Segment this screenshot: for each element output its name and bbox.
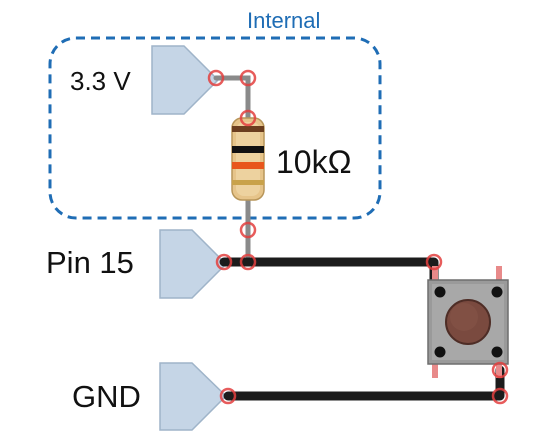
joint-markers <box>207 69 509 405</box>
joint-pin15-wire <box>239 253 257 271</box>
joint-3v3-port <box>207 69 225 87</box>
pin-label: Pin 15 <box>46 245 134 280</box>
port-3v3-icon <box>151 45 220 115</box>
joint-resistor-bottom <box>239 221 257 239</box>
ground-label: GND <box>72 379 141 414</box>
joint-gnd-port <box>219 387 237 405</box>
resistor-icon <box>231 117 265 201</box>
port-gnd-icon <box>159 362 228 431</box>
joint-button-top-left <box>425 253 443 271</box>
push-button-icon <box>427 266 509 378</box>
joint-3v3-corner <box>239 69 257 87</box>
resistor-label: 10kΩ <box>276 144 352 180</box>
joint-gnd-corner <box>491 387 509 405</box>
wire-supply <box>213 75 251 121</box>
resistor-band-4 <box>232 180 264 185</box>
wire-gnd-to-button <box>223 365 505 401</box>
resistor-band-2 <box>232 146 264 153</box>
joint-button-bottom-right <box>491 361 509 379</box>
joint-resistor-top <box>239 109 257 127</box>
supply-label: 3.3 V <box>70 66 131 96</box>
port-pin15-icon <box>159 229 228 299</box>
joint-pin15-port <box>215 253 233 271</box>
internal-boundary <box>48 36 382 220</box>
wire-pin15-to-button <box>219 257 439 291</box>
resistor-band-3 <box>232 162 264 169</box>
internal-label: Internal <box>247 8 320 33</box>
resistor-band-1 <box>232 126 264 132</box>
